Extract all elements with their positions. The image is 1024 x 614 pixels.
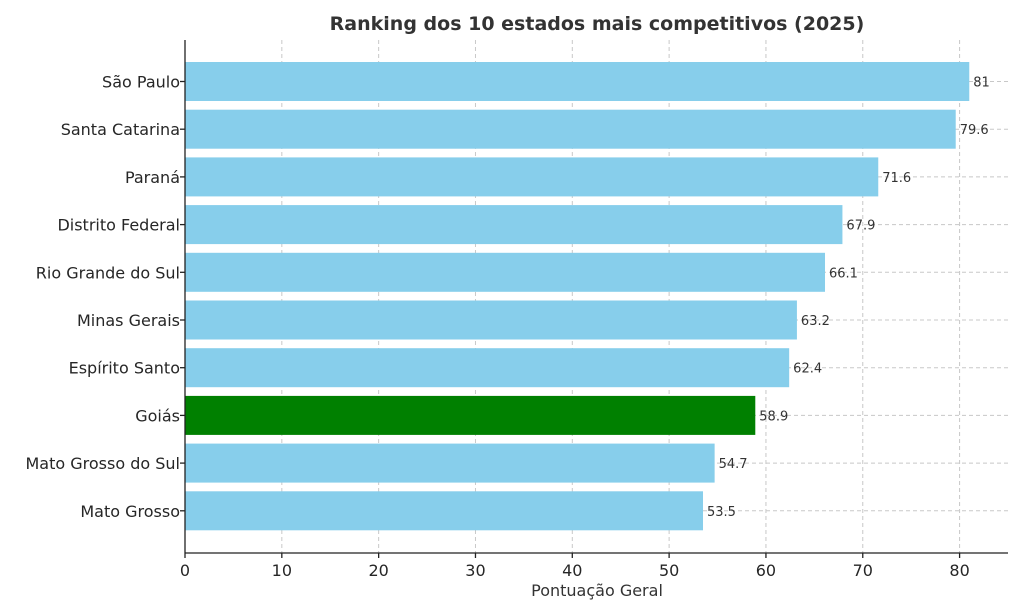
bar-value-label: 63.2 xyxy=(801,314,830,329)
bar xyxy=(185,252,826,292)
bar-value-label: 58.9 xyxy=(759,409,788,424)
bar-value-label: 79.6 xyxy=(960,123,989,138)
chart-title: Ranking dos 10 estados mais competitivos… xyxy=(330,13,865,35)
x-tick-label: 70 xyxy=(853,561,873,580)
bar xyxy=(185,157,879,197)
bar-value-label: 53.5 xyxy=(707,505,736,520)
category-label: Mato Grosso xyxy=(80,502,180,521)
x-tick-label: 10 xyxy=(272,561,292,580)
bar-layer xyxy=(185,62,970,531)
x-tick-label: 0 xyxy=(180,561,190,580)
bar xyxy=(185,109,956,149)
label-layer: São Paulo 81 Santa Catarina 79.6 Paraná 71.6 D… xyxy=(26,73,990,521)
category-label: Paraná xyxy=(125,168,180,187)
bar xyxy=(185,348,790,388)
bar-value-label: 67.9 xyxy=(846,219,875,234)
category-label: Rio Grande do Sul xyxy=(36,263,180,282)
bar xyxy=(185,395,756,435)
bar-value-label: 81 xyxy=(973,76,990,91)
category-label: Santa Catarina xyxy=(61,120,180,139)
bar-value-label: 54.7 xyxy=(719,457,748,472)
category-label: Goiás xyxy=(135,406,180,425)
category-label: São Paulo xyxy=(102,73,180,92)
bar xyxy=(185,62,970,101)
bar xyxy=(185,491,704,531)
category-label: Distrito Federal xyxy=(57,216,180,235)
category-label: Mato Grosso do Sul xyxy=(26,454,181,473)
bar xyxy=(185,205,843,245)
bar-value-label: 66.1 xyxy=(829,266,858,281)
category-label: Espírito Santo xyxy=(69,359,180,378)
x-tick-layer: 0 10 20 30 40 50 60 70 80 xyxy=(180,553,970,580)
x-tick-label: 30 xyxy=(465,561,485,580)
x-tick-label: 80 xyxy=(949,561,969,580)
x-tick-label: 40 xyxy=(562,561,582,580)
bar xyxy=(185,443,715,483)
x-axis-label: Pontuação Geral xyxy=(531,581,663,600)
bar xyxy=(185,300,797,340)
bar-value-label: 71.6 xyxy=(882,171,911,186)
x-tick-label: 50 xyxy=(659,561,679,580)
x-tick-label: 60 xyxy=(756,561,776,580)
x-tick-label: 20 xyxy=(368,561,388,580)
category-label: Minas Gerais xyxy=(77,311,180,330)
bar-value-label: 62.4 xyxy=(793,362,822,377)
